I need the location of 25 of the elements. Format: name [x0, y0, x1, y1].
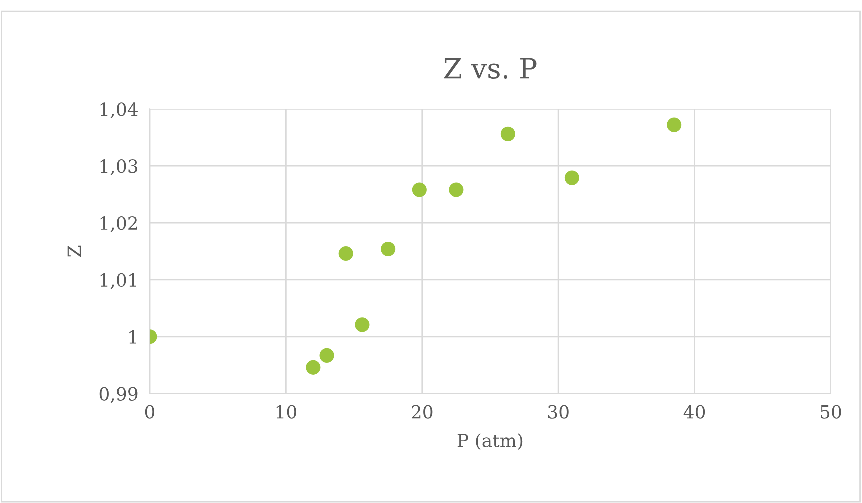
x-axis-title: P (atm)	[458, 434, 523, 450]
y-tick-label: 1,02	[100, 216, 138, 232]
x-tick-label: 20	[412, 405, 433, 419]
point	[449, 182, 464, 198]
y-axis-title: Z	[68, 246, 82, 257]
point	[381, 242, 396, 257]
y-tick-label: 1,04	[100, 102, 138, 118]
x-tick-label: 10	[276, 405, 296, 419]
x-tick-label: 30	[548, 405, 569, 419]
y-tick-label: 0,99	[100, 387, 138, 404]
point	[338, 246, 354, 262]
x-tick-label: 50	[821, 405, 842, 419]
point	[667, 118, 682, 132]
y-tick-label: 1,03	[100, 160, 138, 176]
x-tick-label: 0	[145, 405, 155, 419]
point	[500, 126, 516, 142]
point	[320, 348, 334, 363]
point	[306, 360, 321, 375]
chart-title: Z vs. P	[444, 58, 537, 79]
y-tick-label: 1,01	[100, 273, 136, 290]
point	[412, 182, 427, 198]
y-tick-label: 1	[130, 330, 136, 344]
point	[564, 170, 580, 186]
point	[355, 318, 370, 332]
x-tick-label: 40	[684, 405, 706, 419]
